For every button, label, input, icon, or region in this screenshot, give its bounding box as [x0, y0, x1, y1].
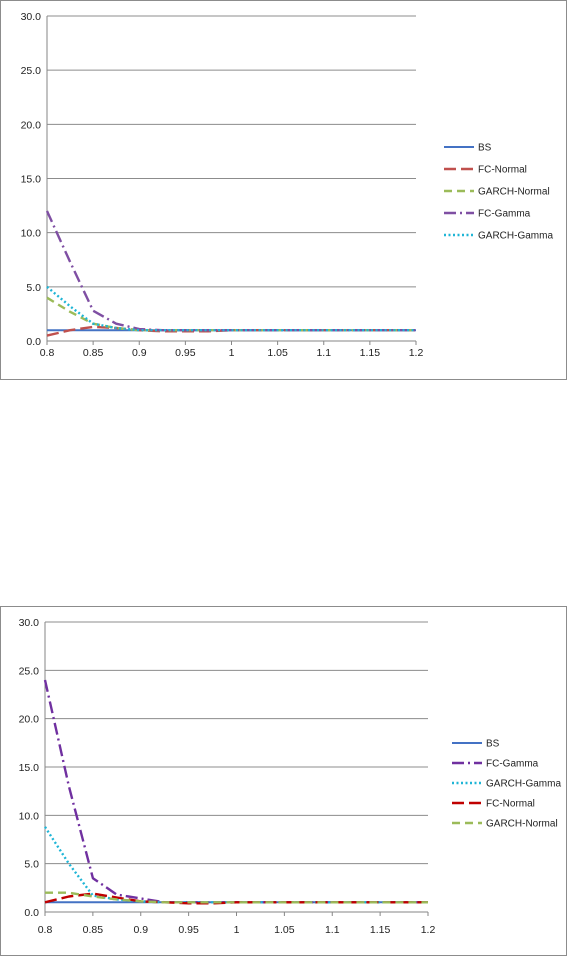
chart-1-legend-label: BS — [478, 143, 492, 154]
chart-1-xtick-label: 1 — [229, 347, 235, 359]
chart-bottom: 0.0 5.0 10.0 15.0 20.0 25.0 30.0 0.8 0.85 0.9 0.95… — [0, 606, 567, 956]
chart-bottom-svg: 0.0 5.0 10.0 15.0 20.0 25.0 30.0 0.8 0.85 0.9 0.95… — [19, 617, 562, 936]
chart-1-ytick-label: 15.0 — [21, 174, 42, 186]
chart-top-svg: 0.0 5.0 10.0 15.0 20.0 25.0 30.0 0.8 0.85 0.9 0.95… — [21, 11, 554, 359]
chart-1-xtick-label: 0.95 — [175, 347, 196, 359]
chart-1-series-fc-gamma-line — [45, 210, 416, 332]
chart-2-xtick-label: 1.15 — [370, 924, 391, 936]
chart-1-ytick-label: 5.0 — [26, 282, 41, 294]
chart-2-ytick-label: 0.0 — [24, 907, 39, 919]
chart-2-legend-label: FC-Normal — [486, 799, 535, 810]
chart-1-xtick-label: 1.15 — [360, 347, 381, 359]
chart-1-legend-label: GARCH-Normal — [478, 187, 550, 198]
chart-2-series-fc-gamma-line — [43, 679, 428, 904]
chart-2-legend-label: GARCH-Normal — [486, 819, 558, 830]
chart-1-ytick-label: 0.0 — [26, 336, 41, 348]
chart-1-legend-label: GARCH-Gamma — [478, 231, 553, 242]
chart-2-ytick-label: 20.0 — [19, 714, 40, 726]
chart-2-xtick-label: 0.8 — [38, 924, 53, 936]
chart-1-xtick-label: 1.1 — [316, 347, 331, 359]
chart-1-ytick-label: 25.0 — [21, 65, 42, 77]
chart-2-series-garch-normal-line — [45, 891, 428, 904]
chart-1-xtick-label: 1.05 — [267, 347, 288, 359]
chart-1-legend-label: FC-Gamma — [478, 209, 531, 220]
chart-2-ytick-label: 15.0 — [19, 762, 40, 774]
chart-1-xtick-label: 0.8 — [40, 347, 55, 359]
chart-1-xtick-label: 0.85 — [83, 347, 104, 359]
chart-2-ytick-label: 5.0 — [24, 859, 39, 871]
chart-2-xtick-label: 1.1 — [325, 924, 340, 936]
chart-1-xtick-label: 1.2 — [409, 347, 424, 359]
chart-2-legend-label: FC-Gamma — [486, 759, 539, 770]
chart-1-ytick-label: 10.0 — [21, 228, 42, 240]
chart-2-xtick-label: 0.85 — [83, 924, 104, 936]
chart-1-xtick-label: 0.9 — [132, 347, 147, 359]
chart-2-ytick-label: 30.0 — [19, 617, 40, 629]
chart-1-ytick-label: 30.0 — [21, 11, 42, 23]
chart-2-ytick-label: 25.0 — [19, 665, 40, 677]
chart-2-xtick-label: 1.05 — [274, 924, 295, 936]
chart-1-series-garch-gamma-line — [46, 285, 416, 332]
chart-top: 0.0 5.0 10.0 15.0 20.0 25.0 30.0 0.8 0.85 0.9 0.95… — [0, 0, 567, 380]
chart-2-xtick-label: 1.2 — [421, 924, 436, 936]
chart-2-ytick-label: 10.0 — [19, 810, 40, 822]
chart-1-ytick-label: 20.0 — [21, 119, 42, 131]
chart-2-xtick-label: 0.9 — [133, 924, 148, 936]
chart-2-legend-label: GARCH-Gamma — [486, 779, 561, 790]
chart-2-legend-label: BS — [486, 739, 500, 750]
chart-2-xtick-label: 0.95 — [178, 924, 199, 936]
chart-2-series-garch-gamma-line — [43, 826, 428, 904]
chart-2-xtick-label: 1 — [234, 924, 240, 936]
chart-1-legend-label: FC-Normal — [478, 165, 527, 176]
